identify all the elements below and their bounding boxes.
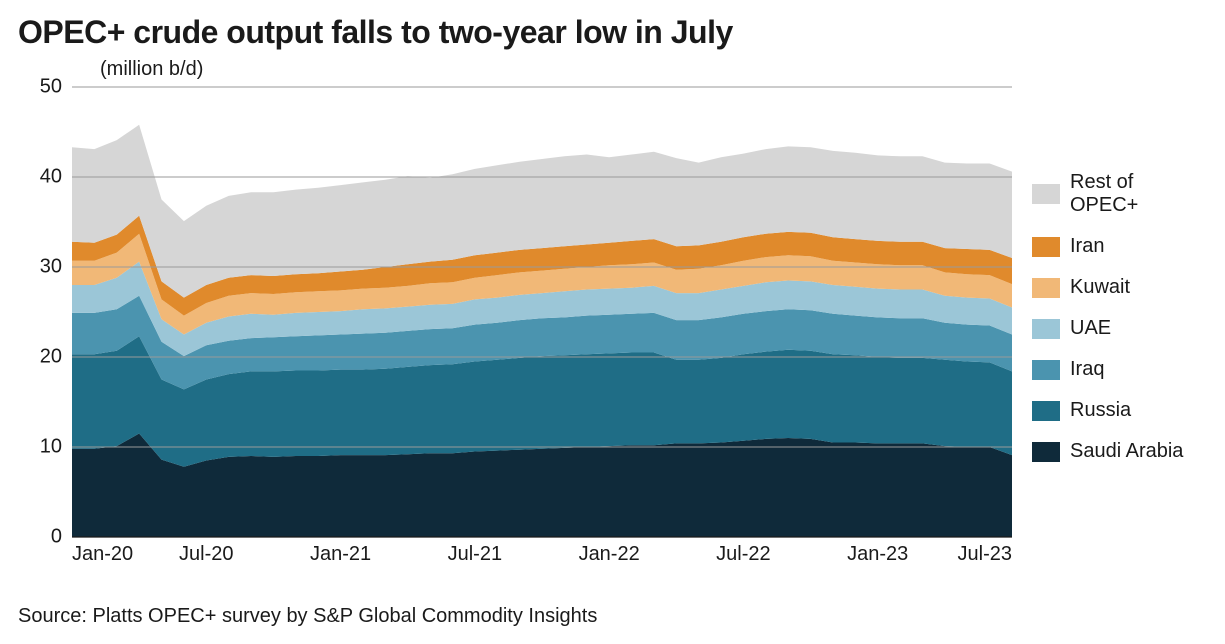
x-tick-label: Jan-20 — [72, 543, 133, 566]
legend-label: Russia — [1070, 399, 1131, 422]
y-tick-label: 40 — [40, 166, 62, 189]
legend-label: Kuwait — [1070, 276, 1130, 299]
legend-swatch — [1032, 278, 1060, 298]
y-axis: 01020304050 — [18, 87, 72, 537]
legend-item: Saudi Arabia — [1032, 440, 1207, 463]
legend: Rest of OPEC+ Iran Kuwait UAE Iraq Russia Saud… — [1012, 87, 1207, 481]
legend-label: Iran — [1070, 235, 1104, 258]
x-axis: Jan-20 Jul-20 Jan-21 Jul-21 Jan-22 Jul-22 Jan-… — [72, 537, 1012, 577]
legend-label: UAE — [1070, 317, 1111, 340]
area-chart-svg — [72, 87, 1012, 537]
chart-title: OPEC+ crude output falls to two-year low… — [18, 14, 1207, 51]
plot-area: Jan-20Jul-20Jan-21Jul-21Jan-22Jul-22Jan-… — [72, 87, 1012, 537]
legend-item: Iraq — [1032, 358, 1207, 381]
legend-swatch — [1032, 401, 1060, 421]
x-tick-label: Jul-21 — [448, 543, 502, 566]
y-tick-label: 20 — [40, 346, 62, 369]
y-axis-unit-label: (million b/d) — [100, 58, 203, 81]
legend-item: UAE — [1032, 317, 1207, 340]
legend-item: Kuwait — [1032, 276, 1207, 299]
legend-swatch — [1032, 184, 1060, 204]
y-tick-label: 30 — [40, 256, 62, 279]
x-tick-label: Jul-22 — [716, 543, 770, 566]
x-tick-label: Jan-23 — [847, 543, 908, 566]
legend-label: Rest of OPEC+ — [1070, 171, 1207, 217]
x-tick-label: Jan-21 — [310, 543, 371, 566]
legend-item: Rest of OPEC+ — [1032, 171, 1207, 217]
x-tick-label: Jul-23 — [958, 543, 1012, 566]
legend-label: Iraq — [1070, 358, 1104, 381]
source-attribution: Source: Platts OPEC+ survey by S&P Globa… — [18, 605, 597, 628]
y-tick-label: 50 — [40, 76, 62, 99]
x-tick-label: Jan-22 — [579, 543, 640, 566]
legend-swatch — [1032, 360, 1060, 380]
chart-area: 01020304050 Jan-20Jul-20Jan-21Jul-21Jan-… — [18, 87, 1207, 537]
legend-swatch — [1032, 319, 1060, 339]
y-tick-label: 0 — [51, 526, 62, 549]
legend-item: Russia — [1032, 399, 1207, 422]
legend-swatch — [1032, 237, 1060, 257]
stacked-areas — [72, 125, 1012, 537]
x-tick-label: Jul-20 — [179, 543, 233, 566]
legend-label: Saudi Arabia — [1070, 440, 1183, 463]
legend-swatch — [1032, 442, 1060, 462]
legend-item: Iran — [1032, 235, 1207, 258]
y-tick-label: 10 — [40, 436, 62, 459]
